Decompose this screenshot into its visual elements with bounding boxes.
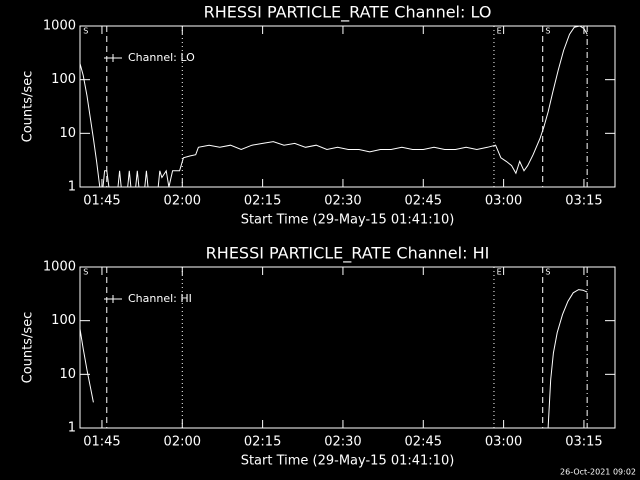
series-line <box>79 289 588 429</box>
x-tick-label: 02:15 <box>244 435 281 450</box>
x-tick-label: 02:00 <box>164 435 201 450</box>
x-tick-label: 02:45 <box>405 194 442 209</box>
y-axis-label: Counts/sec <box>21 71 36 143</box>
x-tick-label: 03:00 <box>485 435 522 450</box>
y-tick-label: 10 <box>59 126 76 141</box>
x-tick-label: 01:45 <box>83 435 120 450</box>
event-label: E <box>497 268 502 277</box>
y-tick-label: 1000 <box>43 260 76 275</box>
x-axis-label: Start Time (29-May-15 01:41:10) <box>241 454 455 469</box>
y-tick-label: 1 <box>68 421 76 436</box>
x-tick-label: 02:00 <box>164 194 201 209</box>
x-tick-label: 03:15 <box>565 194 602 209</box>
legend-label: Channel: HI <box>128 292 192 305</box>
legend-label: Channel: LO <box>128 51 195 64</box>
y-tick-label: 1000 <box>43 19 76 34</box>
event-label: S <box>83 268 88 277</box>
y-tick-label: 100 <box>51 72 76 87</box>
x-tick-label: 02:30 <box>324 435 361 450</box>
y-axis-label: Counts/sec <box>21 312 36 384</box>
x-tick-label: 03:15 <box>565 435 602 450</box>
x-tick-label: 02:15 <box>244 194 281 209</box>
chart-title: RHESSI PARTICLE_RATE Channel: HI <box>206 244 490 264</box>
x-tick-label: 02:45 <box>405 435 442 450</box>
plot-frame <box>79 25 616 188</box>
y-tick-label: 100 <box>51 313 76 328</box>
series-line <box>79 25 588 188</box>
y-tick-label: 10 <box>59 367 76 382</box>
event-label: S <box>545 27 550 36</box>
event-label: S <box>83 27 88 36</box>
plot-frame <box>79 266 616 429</box>
event-label: E <box>497 27 502 36</box>
timestamp: 26-Oct-2021 09:02 <box>560 468 636 477</box>
y-tick-label: 1 <box>68 180 76 195</box>
x-tick-label: 01:45 <box>83 194 120 209</box>
event-label: S <box>545 268 550 277</box>
chart-title: RHESSI PARTICLE_RATE Channel: LO <box>204 3 492 23</box>
x-tick-label: 03:00 <box>485 194 522 209</box>
x-tick-label: 02:30 <box>324 194 361 209</box>
x-axis-label: Start Time (29-May-15 01:41:10) <box>241 213 455 228</box>
